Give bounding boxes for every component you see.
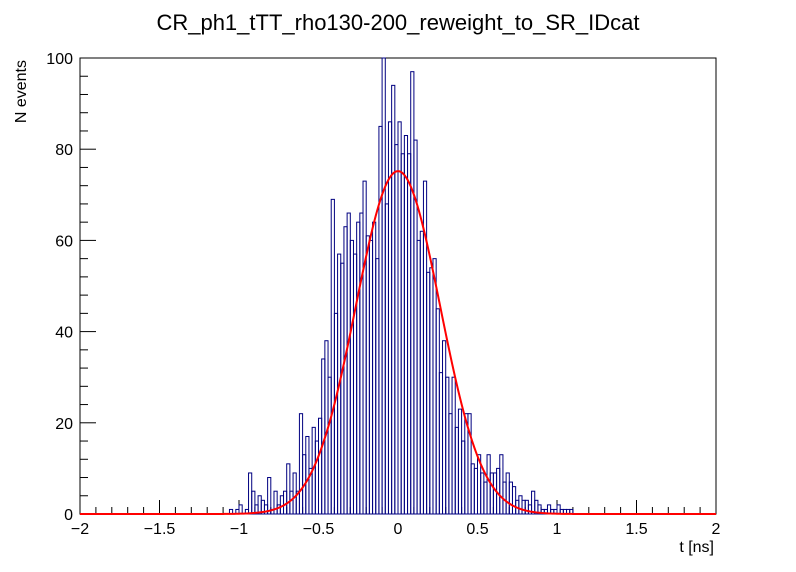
x-tick-label: 1.5 — [625, 521, 647, 538]
y-tick-label: 100 — [46, 51, 73, 68]
y-tick-label: 80 — [55, 142, 73, 159]
y-axis-label: N events — [13, 60, 30, 123]
y-tick-label: 60 — [55, 233, 73, 250]
x-tick-label: −1 — [230, 521, 248, 538]
x-tick-label: −1.5 — [144, 521, 176, 538]
x-axis-label: t [ns] — [679, 539, 714, 556]
x-tick-label: 1 — [553, 521, 562, 538]
x-tick-label: 0.5 — [466, 521, 488, 538]
fit-curve-group — [80, 170, 716, 515]
histogram-bin — [286, 463, 291, 515]
x-tick-label: 2 — [712, 521, 721, 538]
x-tick-label: −0.5 — [303, 521, 335, 538]
y-tick-label: 0 — [64, 507, 73, 524]
chart-title: CR_ph1_tTT_rho130-200_reweight_to_SR_IDc… — [156, 10, 639, 35]
histogram-bin — [267, 477, 272, 515]
x-tick-label: 0 — [394, 521, 403, 538]
histogram-bin — [273, 490, 278, 515]
x-tick-label: −2 — [71, 521, 89, 538]
fit-curve — [80, 170, 716, 515]
x-axis: −2 −1.5 −1 −0.5 0 0.5 1 1.5 2 — [71, 500, 721, 538]
y-tick-label: 40 — [55, 325, 73, 342]
y-tick-label: 20 — [55, 416, 73, 433]
